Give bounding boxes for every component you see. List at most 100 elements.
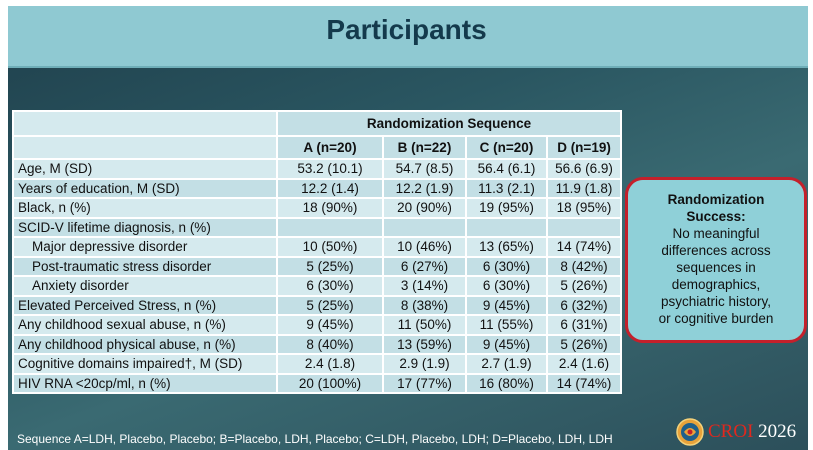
- table-cell: 13 (59%): [382, 333, 467, 355]
- callout-title-line: Success:: [686, 209, 746, 224]
- row-label: Major depressive disorder: [12, 236, 278, 258]
- table-cell: 6 (27%): [382, 255, 467, 277]
- table-row: Cognitive domains impaired†, M (SD) 2.4 (…: [12, 353, 623, 375]
- left-border: [0, 0, 8, 450]
- table-cell: [545, 216, 623, 238]
- table-cell: 5 (26%): [545, 275, 623, 297]
- table-row: Any childhood sexual abuse, n (%) 9 (45%)…: [12, 314, 623, 336]
- callout-body-line: sequences in: [676, 260, 756, 275]
- row-label: Years of education, M (SD): [12, 177, 278, 199]
- table-cell: 5 (25%): [276, 255, 384, 277]
- logo-year-text: 2026: [758, 421, 797, 442]
- table-cell: 11 (50%): [382, 314, 467, 336]
- table-row: Elevated Perceived Stress, n (%) 5 (25%) 8…: [12, 294, 623, 316]
- table-cell: [465, 216, 548, 238]
- page-title: Participants: [326, 14, 487, 45]
- croi-logo: CROI 2026: [676, 418, 808, 446]
- table-cell: 10 (46%): [382, 236, 467, 258]
- row-label: Anxiety disorder: [12, 275, 278, 297]
- table-cell: 8 (40%): [276, 333, 384, 355]
- callout-body-line: or cognitive burden: [658, 311, 774, 326]
- row-label: Cognitive domains impaired†, M (SD): [12, 353, 278, 375]
- table-cell: 20 (90%): [382, 197, 467, 219]
- row-label: Age, M (SD): [12, 158, 278, 180]
- top-border: [0, 0, 813, 6]
- table-row: SCID-V lifetime diagnosis, n (%): [12, 216, 623, 238]
- table-cell: 14 (74%): [545, 372, 623, 394]
- table-cell: 13 (65%): [465, 236, 548, 258]
- column-header-b: B (n=22): [382, 135, 467, 160]
- row-label: Any childhood sexual abuse, n (%): [12, 314, 278, 336]
- callout-body-line: No meaningful: [672, 226, 760, 241]
- table-cell: 18 (90%): [276, 197, 384, 219]
- table-cell: [382, 216, 467, 238]
- table-cell: [276, 216, 384, 238]
- table-row: Post-traumatic stress disorder 5 (25%) 6 (…: [12, 255, 623, 277]
- title-bar: Participants: [0, 0, 813, 68]
- table-row: Major depressive disorder 10 (50%) 10 (46%…: [12, 236, 623, 258]
- table-cell: 18 (95%): [545, 197, 623, 219]
- table-cell: 9 (45%): [276, 314, 384, 336]
- table-row: HIV RNA <20cp/ml, n (%) 20 (100%) 17 (77%)…: [12, 372, 623, 394]
- right-border: [808, 0, 813, 450]
- table-cell: 9 (45%): [465, 333, 548, 355]
- table-cell: 16 (80%): [465, 372, 548, 394]
- table-cell: 2.4 (1.6): [545, 353, 623, 375]
- table-cell: 6 (31%): [545, 314, 623, 336]
- table-cell: 8 (38%): [382, 294, 467, 316]
- callout-body-line: demographics,: [671, 277, 761, 292]
- table-row: Age, M (SD) 53.2 (10.1) 54.7 (8.5) 56.4 (6.…: [12, 158, 623, 180]
- table-corner-cell: [12, 135, 278, 160]
- row-label: Elevated Perceived Stress, n (%): [12, 294, 278, 316]
- table-row: Black, n (%) 18 (90%) 20 (90%) 19 (95%) 18 (…: [12, 197, 623, 219]
- callout-body-line: psychiatric history,: [660, 294, 772, 309]
- table-corner-cell: [12, 110, 278, 137]
- table-cell: 6 (30%): [465, 275, 548, 297]
- table-group-header-row: Randomization Sequence: [12, 110, 623, 137]
- participants-table: Randomization Sequence A (n=20) B (n=22)…: [12, 110, 623, 394]
- croi-wordmark: CROI 2026: [708, 421, 796, 443]
- table-cell: 6 (30%): [465, 255, 548, 277]
- row-label: Black, n (%): [12, 197, 278, 219]
- table-cell: 6 (32%): [545, 294, 623, 316]
- table-cell: 11.3 (2.1): [465, 177, 548, 199]
- row-label: Any childhood physical abuse, n (%): [12, 333, 278, 355]
- column-header-a: A (n=20): [276, 135, 384, 160]
- column-header-d: D (n=19): [545, 135, 623, 160]
- table-cell: 14 (74%): [545, 236, 623, 258]
- table-cell: 56.4 (6.1): [465, 158, 548, 180]
- table-cell: 20 (100%): [276, 372, 384, 394]
- croi-emblem-icon: [676, 418, 704, 446]
- table-cell: 6 (30%): [276, 275, 384, 297]
- table-cell: 12.2 (1.4): [276, 177, 384, 199]
- table-column-header-row: A (n=20) B (n=22) C (n=20) D (n=19): [12, 135, 623, 160]
- row-label: SCID-V lifetime diagnosis, n (%): [12, 216, 278, 238]
- row-label: HIV RNA <20cp/ml, n (%): [12, 372, 278, 394]
- table-row: Years of education, M (SD) 12.2 (1.4) 12.2…: [12, 177, 623, 199]
- table-row: Any childhood physical abuse, n (%) 8 (40…: [12, 333, 623, 355]
- table-cell: 5 (26%): [545, 333, 623, 355]
- table-cell: 12.2 (1.9): [382, 177, 467, 199]
- table-cell: 10 (50%): [276, 236, 384, 258]
- callout-body-line: differences across: [661, 243, 771, 258]
- table-cell: 11 (55%): [465, 314, 548, 336]
- table-cell: 8 (42%): [545, 255, 623, 277]
- table-cell: 3 (14%): [382, 275, 467, 297]
- table-cell: 2.4 (1.8): [276, 353, 384, 375]
- table-cell: 53.2 (10.1): [276, 158, 384, 180]
- table-cell: 56.6 (6.9): [545, 158, 623, 180]
- row-label: Post-traumatic stress disorder: [12, 255, 278, 277]
- table-cell: 5 (25%): [276, 294, 384, 316]
- randomization-callout: Randomization Success: No meaningful dif…: [625, 177, 807, 343]
- table-cell: 2.9 (1.9): [382, 353, 467, 375]
- table-cell: 54.7 (8.5): [382, 158, 467, 180]
- table-cell: 2.7 (1.9): [465, 353, 548, 375]
- table-cell: 19 (95%): [465, 197, 548, 219]
- sequence-footnote: Sequence A=LDH, Placebo, Placebo; B=Plac…: [17, 432, 613, 446]
- table-cell: 9 (45%): [465, 294, 548, 316]
- group-header: Randomization Sequence: [275, 110, 623, 137]
- table-cell: 17 (77%): [382, 372, 467, 394]
- table-body: Age, M (SD) 53.2 (10.1) 54.7 (8.5) 56.4 (6.…: [12, 158, 623, 394]
- table-cell: 11.9 (1.8): [545, 177, 623, 199]
